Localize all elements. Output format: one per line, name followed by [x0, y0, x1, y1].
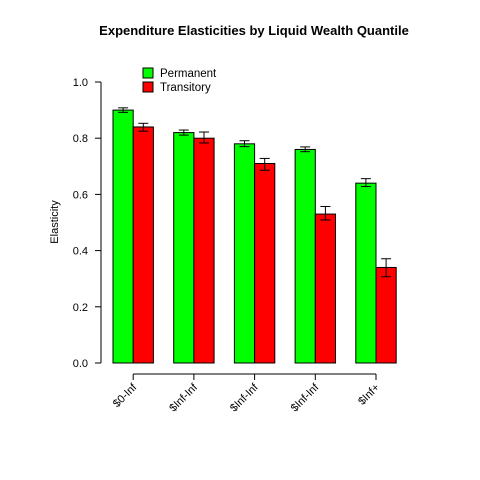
y-tick-label: 0.4 — [73, 246, 88, 258]
x-axis: $0-Inf $Inf-Inf $Inf-Inf $Inf-Inf $Inf+ — [111, 373, 382, 414]
bar-transitory — [254, 162, 276, 364]
x-tick-label: $0-Inf — [111, 381, 140, 410]
bars-group — [112, 109, 397, 364]
y-tick-label: 0.0 — [73, 358, 88, 370]
bar-transitory — [193, 137, 215, 364]
y-tick-label: 0.2 — [73, 302, 88, 314]
chart-title: Expenditure Elasticities by Liquid Wealt… — [99, 23, 409, 38]
bar-permanent — [294, 148, 316, 364]
legend-swatch-transitory — [142, 81, 154, 93]
bar-permanent — [173, 132, 195, 364]
bar-permanent — [233, 143, 256, 364]
y-axis-label: Elasticity — [49, 200, 61, 244]
x-tick-label: $Inf-Inf — [289, 381, 322, 414]
error-bars-group — [118, 107, 392, 278]
legend-swatch-permanent — [142, 67, 154, 79]
y-axis: 0.0 0.2 0.4 0.6 0.8 1.0 — [73, 77, 102, 370]
bar-transitory — [375, 266, 397, 364]
x-tick-label: $Inf+ — [356, 382, 382, 408]
y-tick-label: 0.6 — [73, 189, 88, 201]
legend-label-transitory: Transitory — [160, 82, 211, 94]
bar-permanent — [112, 109, 134, 364]
bar-transitory — [132, 126, 154, 364]
legend: Permanent Transitory — [142, 67, 217, 94]
bar-permanent — [355, 182, 377, 364]
legend-label-permanent: Permanent — [160, 68, 217, 80]
y-tick-label: 0.8 — [73, 133, 88, 145]
y-tick-label: 1.0 — [73, 77, 88, 89]
bar-transitory — [314, 213, 336, 364]
x-tick-label: $Inf-Inf — [228, 381, 261, 414]
x-tick-label: $Inf-Inf — [167, 381, 200, 414]
